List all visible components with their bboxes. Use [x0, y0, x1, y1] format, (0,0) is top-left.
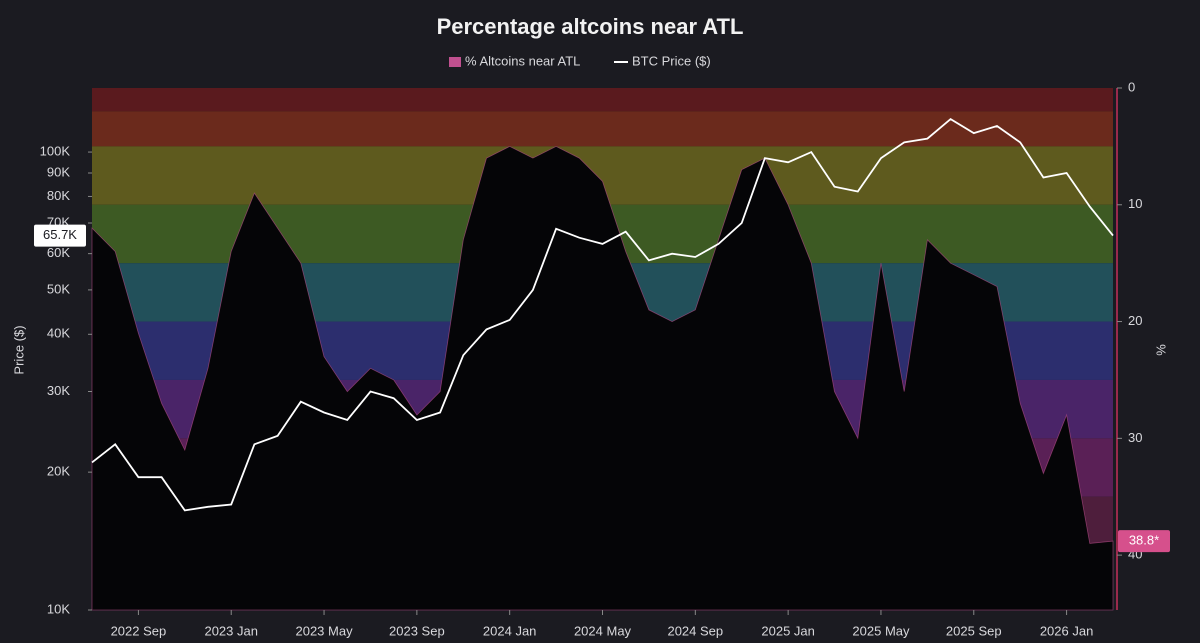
x-tick-label: 2025 Sep: [946, 623, 1002, 638]
y2-tick-label: 0: [1128, 79, 1135, 94]
x-tick-label: 2025 May: [852, 623, 910, 638]
y2-tick-label: 30: [1128, 430, 1142, 445]
x-tick-label: 2024 Sep: [667, 623, 723, 638]
x-tick-label: 2024 May: [574, 623, 632, 638]
y-tick-label: 40K: [47, 326, 70, 341]
y-tick-label: 90K: [47, 164, 70, 179]
x-tick-label: 2024 Jan: [483, 623, 537, 638]
line: [91, 117, 1114, 512]
y-tick-label: 10K: [47, 601, 70, 616]
legend-label: % Altcoins near ATL: [465, 53, 580, 68]
y-tick-label: 100K: [40, 143, 71, 158]
value-badge-label: 38.8*: [1129, 533, 1159, 548]
background-band: [92, 88, 1113, 112]
value-badge-label: 65.7K: [43, 227, 77, 242]
x-tick-label: 2023 Jan: [204, 623, 258, 638]
x-tick-label: 2026 Jan: [1040, 623, 1094, 638]
x-tick-label: 2023 May: [295, 623, 353, 638]
y2-tick-label: 20: [1128, 313, 1142, 328]
legend-swatch: [449, 57, 461, 67]
x-tick-label: 2025 Jan: [761, 623, 815, 638]
y2-tick-label: 10: [1128, 196, 1142, 211]
chart-title: Percentage altcoins near ATL: [437, 14, 744, 39]
y-tick-label: 50K: [47, 281, 70, 296]
y-tick-label: 20K: [47, 464, 70, 479]
value-badge: [34, 224, 86, 247]
legend-label: BTC Price ($): [632, 53, 711, 68]
y-tick-label: 80K: [47, 188, 70, 203]
area: [91, 145, 1114, 611]
x-tick-label: 2023 Sep: [389, 623, 445, 638]
x-tick-label: 2022 Sep: [111, 623, 167, 638]
y-axis-label: Price ($): [11, 325, 26, 374]
y-tick-label: 60K: [47, 245, 70, 260]
y2-axis-label: %: [1153, 344, 1168, 356]
value-badge: [1118, 530, 1170, 553]
y-tick-label: 30K: [47, 383, 70, 398]
background-band: [92, 111, 1113, 147]
